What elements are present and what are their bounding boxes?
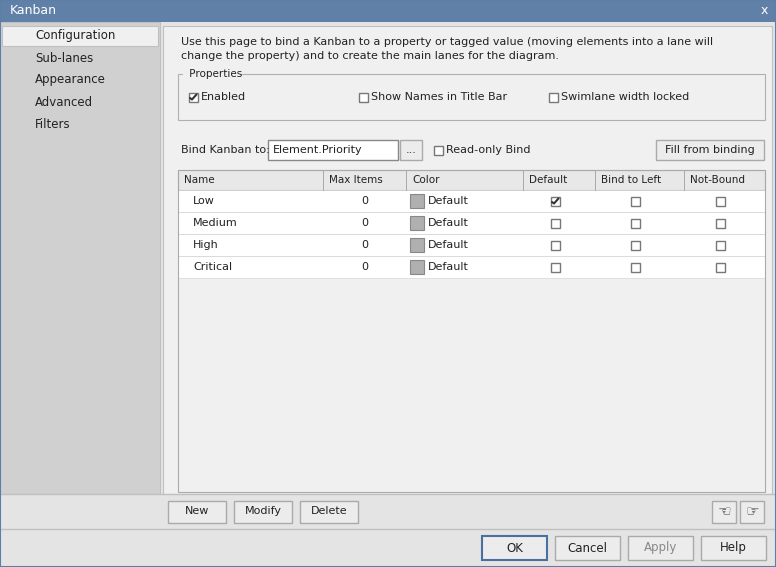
Text: Fill from binding: Fill from binding (665, 145, 755, 155)
Text: New: New (185, 506, 210, 517)
Bar (268, 140, 398, 160)
Text: Filters: Filters (35, 117, 71, 130)
Bar (410, 216, 424, 230)
Text: OK: OK (506, 541, 523, 555)
Bar (716, 218, 725, 227)
Text: Properties: Properties (186, 69, 245, 79)
Bar (656, 140, 764, 160)
Bar (631, 197, 640, 205)
Text: Bind Kanban to:: Bind Kanban to: (181, 145, 270, 155)
Bar (555, 536, 620, 560)
Text: ☞: ☞ (745, 504, 759, 519)
Text: Configuration: Configuration (35, 29, 116, 43)
Text: Default: Default (428, 240, 469, 250)
Bar (716, 240, 725, 249)
Bar (482, 536, 547, 560)
Text: Default: Default (428, 262, 469, 272)
Text: Delete: Delete (310, 506, 348, 517)
Bar (400, 140, 422, 160)
Text: Low: Low (193, 196, 215, 206)
Bar (359, 92, 368, 101)
Text: Max Items: Max Items (329, 175, 383, 185)
Text: Show Names in Title Bar: Show Names in Title Bar (371, 92, 508, 102)
Text: Bind to Left: Bind to Left (601, 175, 661, 185)
Text: Default: Default (529, 175, 567, 185)
Bar (0, 0, 776, 22)
Bar (434, 146, 442, 154)
Bar (549, 92, 557, 101)
Text: Default: Default (428, 218, 469, 228)
Text: Modify: Modify (244, 506, 282, 517)
Text: Advanced: Advanced (35, 95, 93, 108)
Text: Medium: Medium (193, 218, 237, 228)
Text: Element.Priority: Element.Priority (273, 145, 362, 155)
Bar (178, 212, 765, 234)
Bar (0, 22, 160, 529)
Text: Not-Bound: Not-Bound (690, 175, 745, 185)
Bar (410, 260, 424, 274)
Text: Swimlane width locked: Swimlane width locked (561, 92, 689, 102)
Text: Apply: Apply (644, 541, 677, 555)
Text: ...: ... (406, 145, 417, 155)
Text: change the property) and to create the main lanes for the diagram.: change the property) and to create the m… (181, 51, 559, 61)
Text: Read-only Bind: Read-only Bind (446, 145, 531, 155)
Text: Use this page to bind a Kanban to a property or tagged value (moving elements in: Use this page to bind a Kanban to a prop… (181, 37, 713, 47)
Bar (712, 501, 736, 523)
Bar (178, 170, 765, 190)
Text: x: x (760, 5, 767, 18)
Bar (716, 197, 725, 205)
Bar (740, 501, 764, 523)
Text: Critical: Critical (193, 262, 232, 272)
Bar (300, 501, 358, 523)
Bar (631, 240, 640, 249)
Text: Enabled: Enabled (201, 92, 246, 102)
Bar (234, 501, 292, 523)
Bar (0, 494, 776, 529)
Bar (631, 263, 640, 272)
Text: Default: Default (428, 196, 469, 206)
Bar (168, 501, 226, 523)
Bar (410, 238, 424, 252)
Bar (178, 74, 765, 120)
Bar (0, 529, 776, 567)
Text: Sub-lanes: Sub-lanes (35, 52, 93, 65)
Text: Name: Name (184, 175, 215, 185)
Text: Appearance: Appearance (35, 74, 106, 87)
Text: 0: 0 (361, 240, 368, 250)
Bar (716, 263, 725, 272)
Bar (178, 256, 765, 278)
Bar (701, 536, 766, 560)
Bar (183, 73, 241, 76)
Text: High: High (193, 240, 219, 250)
Text: Cancel: Cancel (567, 541, 608, 555)
Text: 0: 0 (361, 196, 368, 206)
Bar (631, 218, 640, 227)
Text: Color: Color (412, 175, 439, 185)
Text: 0: 0 (361, 218, 368, 228)
Bar (628, 536, 693, 560)
Bar (178, 170, 765, 492)
Bar (550, 263, 559, 272)
Text: Help: Help (720, 541, 747, 555)
Bar (178, 190, 765, 212)
Bar (550, 240, 559, 249)
Bar (178, 234, 765, 256)
Text: ☜: ☜ (717, 504, 731, 519)
Bar (2, 26, 158, 46)
Bar (189, 92, 198, 101)
Text: Kanban: Kanban (10, 5, 57, 18)
Text: 0: 0 (361, 262, 368, 272)
Bar (163, 26, 772, 494)
Bar (550, 218, 559, 227)
Bar (550, 197, 559, 205)
Bar (410, 194, 424, 208)
